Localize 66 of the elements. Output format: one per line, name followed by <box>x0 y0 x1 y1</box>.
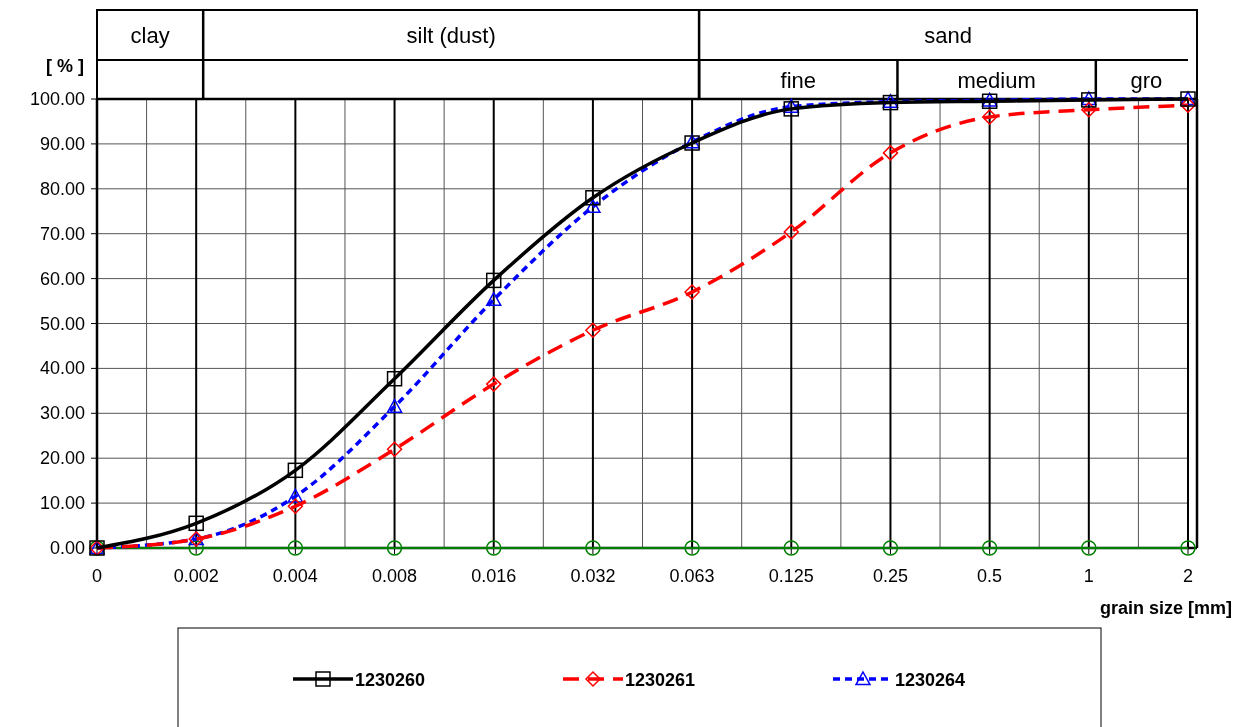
text: clay <box>130 23 170 48</box>
y-tick-label: 10.00 <box>39 493 85 514</box>
point <box>287 498 304 514</box>
point <box>783 224 800 240</box>
x-tick-label: 0.016 <box>471 566 517 586</box>
y-tick-label: 20.00 <box>39 448 85 469</box>
point <box>386 370 403 387</box>
point <box>783 101 800 117</box>
text: sand <box>924 23 972 48</box>
x-tick-label: 0.25 <box>872 566 908 586</box>
point <box>585 540 601 556</box>
point <box>188 515 204 532</box>
point <box>485 376 502 392</box>
y-tick-label: 100.00 <box>29 89 85 109</box>
text: fine <box>780 67 817 93</box>
x-tick-label: 0.002 <box>173 566 219 586</box>
point <box>1180 540 1196 556</box>
y-tick-label: 80.00 <box>39 178 85 199</box>
point <box>485 291 502 307</box>
x-tick-label: 0 <box>91 566 103 586</box>
point <box>287 488 304 503</box>
x-tick-label: 0.004 <box>272 566 318 586</box>
point <box>1081 540 1097 556</box>
y-tick-label: 30.00 <box>39 403 85 424</box>
point <box>882 145 899 161</box>
x-tick-label: 1 <box>1083 566 1094 586</box>
point <box>684 540 700 556</box>
point <box>386 441 403 457</box>
x-axis-title: grain size [mm] <box>1099 598 1232 618</box>
text: medium <box>957 67 1036 93</box>
point <box>485 540 502 556</box>
legend-label: 1230261 <box>625 670 696 690</box>
y-tick-label: 40.00 <box>39 358 85 379</box>
point <box>1081 102 1097 118</box>
point <box>386 540 403 556</box>
text: gro <box>1130 67 1163 93</box>
y-tick-label: 0.00 <box>49 538 85 558</box>
x-tick-label: 0.5 <box>977 566 1003 586</box>
legend-label: 1230264 <box>895 670 966 690</box>
point <box>585 199 601 214</box>
point <box>981 540 998 556</box>
point <box>585 190 601 206</box>
x-tick-label: 0.008 <box>372 566 418 586</box>
point <box>485 272 502 289</box>
point <box>287 540 304 556</box>
point <box>783 540 800 556</box>
text: silt (dust) <box>406 23 496 48</box>
point <box>287 462 304 479</box>
legend-label: 1230260 <box>355 670 426 690</box>
point <box>783 98 800 113</box>
y-tick-label: 90.00 <box>39 133 85 154</box>
point <box>882 540 899 556</box>
x-tick-label: 0.032 <box>570 566 616 586</box>
y-tick-label: 70.00 <box>39 223 85 244</box>
point <box>188 540 204 556</box>
y-axis-title: [ % ] <box>46 56 84 76</box>
x-tick-label: 0.125 <box>768 566 814 586</box>
point <box>684 284 700 300</box>
x-tick-label: 2 <box>1182 566 1194 586</box>
point <box>386 398 403 413</box>
point <box>585 322 601 338</box>
point <box>1180 97 1196 114</box>
x-tick-label: 0.063 <box>669 566 715 586</box>
point <box>981 109 998 125</box>
y-tick-label: 60.00 <box>39 268 85 289</box>
y-tick-label: 50.00 <box>39 313 85 334</box>
